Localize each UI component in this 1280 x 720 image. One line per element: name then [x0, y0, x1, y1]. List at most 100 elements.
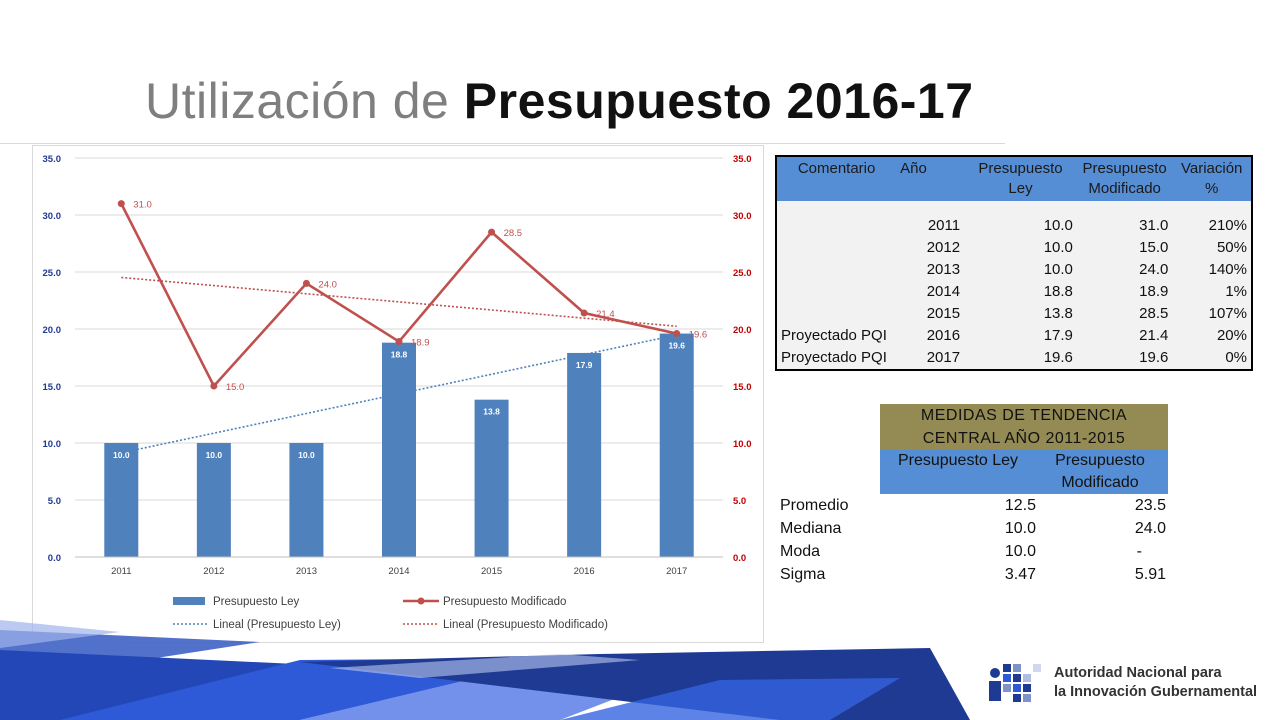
table-row: Proyectado PQI 2016 17.9 21.4 20% — [776, 325, 1252, 347]
page-title: Utilización de Presupuesto 2016-17 — [145, 72, 974, 130]
point-presupuesto-modificado — [673, 330, 681, 338]
legend-label: Presupuesto Ley — [213, 596, 300, 608]
table-cell — [776, 259, 897, 281]
stats-ley: 10.0 — [1004, 543, 1036, 560]
bar-label: 10.0 — [298, 450, 315, 460]
bar-label: 10.0 — [206, 450, 223, 460]
stats-label: Promedio — [780, 497, 849, 514]
stats-mod: 23.5 — [1134, 497, 1166, 514]
trendline-presupuesto-modificado — [121, 276, 677, 328]
y-tick-right: 35.0 — [733, 154, 752, 165]
col-presupuesto-ley: Presupuesto Ley — [964, 156, 1077, 201]
logo-text: Autoridad Nacional para la Innovación Gu… — [1054, 664, 1257, 702]
table-row: 2011 10.0 31.0 210% — [776, 215, 1252, 237]
stats-ley: 3.47 — [1004, 566, 1036, 583]
table-cell — [776, 215, 897, 237]
point-presupuesto-modificado — [117, 200, 125, 208]
y-tick-left: 35.0 — [43, 154, 62, 165]
line-label: 19.6 — [689, 330, 708, 341]
point-presupuesto-modificado — [210, 382, 218, 390]
y-tick-left: 0.0 — [48, 553, 61, 564]
legend-label: Lineal (Presupuesto Ley) — [213, 619, 341, 631]
bar-presupuesto-ley — [474, 399, 509, 557]
table-cell: 19.6 — [964, 347, 1077, 371]
legend-swatch-bar — [173, 597, 205, 605]
legend-swatch-marker — [417, 597, 425, 605]
y-tick-left: 25.0 — [43, 268, 62, 279]
budget-chart: 0.0 0.0 5.0 5.0 10.0 10.0 15.0 15.0 20.0 20.0 25.0… — [32, 145, 764, 643]
line-label: 28.5 — [504, 228, 522, 239]
table-cell: 140% — [1172, 259, 1252, 281]
logo-line2: la Innovación Gubernamental — [1054, 684, 1258, 700]
table-row: 2013 10.0 24.0 140% — [776, 259, 1252, 281]
table-cell: 2013 — [896, 259, 965, 281]
stats-ley: 12.5 — [1004, 497, 1036, 514]
x-tick-label: 2017 — [666, 566, 687, 577]
col-mod-line1: Presupuesto — [1082, 160, 1167, 177]
stats-mod: 24.0 — [1134, 520, 1166, 537]
stats-label: Sigma — [780, 566, 826, 583]
table-cell: 24.0 — [1076, 259, 1173, 281]
bar-presupuesto-ley — [289, 443, 324, 557]
x-tick-label: 2013 — [296, 566, 317, 577]
x-tick-label: 2016 — [574, 566, 595, 577]
y-tick-left: 5.0 — [48, 496, 61, 507]
table-cell: 18.9 — [1076, 281, 1173, 303]
bar-label: 19.6 — [668, 341, 685, 351]
stats-col-mod-line2: Modificado — [1061, 474, 1139, 491]
table-cell: 10.0 — [964, 259, 1077, 281]
table-cell — [776, 303, 897, 325]
y-tick-left: 15.0 — [43, 382, 62, 393]
stats-title-line1: MEDIDAS DE TENDENCIA — [920, 407, 1128, 424]
footer-decoration — [0, 620, 1280, 720]
budget-table-spacer — [776, 201, 1252, 215]
table-cell: 10.0 — [964, 237, 1077, 259]
bar-label: 13.8 — [483, 407, 500, 417]
y-tick-right: 10.0 — [733, 439, 752, 450]
col-mod-line2: Modificado — [1088, 180, 1161, 197]
y-tick-right: 15.0 — [733, 382, 752, 393]
y-tick-left: 10.0 — [43, 439, 62, 450]
table-cell: 15.0 — [1076, 237, 1173, 259]
table-row: 2012 10.0 15.0 50% — [776, 237, 1252, 259]
col-variacion: Variación % — [1172, 156, 1252, 201]
stats-col-headers: Presupuesto Ley Presupuesto Modificado — [880, 450, 1168, 494]
budget-table: Comentario Año Presupuesto Ley Presupues… — [775, 155, 1253, 371]
stats-mod: 5.91 — [1134, 566, 1166, 583]
point-presupuesto-modificado — [580, 309, 588, 317]
y-tick-right: 30.0 — [733, 211, 752, 222]
stats-col-mod: Presupuesto Modificado — [1040, 450, 1160, 494]
bar-presupuesto-ley — [382, 342, 416, 557]
bar-presupuesto-ley — [567, 352, 602, 557]
table-cell: 17.9 — [964, 325, 1077, 347]
table-cell: 10.0 — [964, 215, 1077, 237]
table-cell: 2014 — [896, 281, 965, 303]
logo-line1: Autoridad Nacional para — [1054, 665, 1222, 681]
line-label: 15.0 — [226, 382, 245, 393]
table-cell: 28.5 — [1076, 303, 1173, 325]
point-presupuesto-modificado — [488, 228, 496, 236]
table-cell: 1% — [1172, 281, 1252, 303]
table-row: 2015 13.8 28.5 107% — [776, 303, 1252, 325]
point-presupuesto-modificado — [302, 279, 310, 287]
y-tick-right: 25.0 — [733, 268, 752, 279]
table-cell: 210% — [1172, 215, 1252, 237]
y-tick-left: 30.0 — [43, 211, 62, 222]
legend-label: Presupuesto Modificado — [443, 596, 566, 608]
stats-row: Mediana 10.0 24.0 — [776, 517, 1168, 540]
stats-title-line2: CENTRAL AÑO 2011-2015 — [922, 430, 1126, 447]
table-row: 2014 18.8 18.9 1% — [776, 281, 1252, 303]
bar-presupuesto-ley — [659, 333, 694, 557]
table-cell: 2015 — [896, 303, 965, 325]
budget-table-header: Comentario Año Presupuesto Ley Presupues… — [776, 156, 1252, 201]
table-cell: 18.8 — [964, 281, 1077, 303]
stats-row: Sigma 3.47 5.91 — [776, 563, 1168, 586]
x-tick-label: 2014 — [388, 566, 409, 577]
line-label: 18.9 — [411, 338, 430, 349]
table-cell: 50% — [1172, 237, 1252, 259]
stats-ley: 10.0 — [1004, 520, 1036, 537]
y-tick-right: 0.0 — [733, 553, 746, 564]
table-cell: Proyectado PQI — [776, 325, 897, 347]
stats-col-mod-line1: Presupuesto — [1055, 452, 1145, 469]
bar-label: 18.8 — [391, 350, 408, 360]
